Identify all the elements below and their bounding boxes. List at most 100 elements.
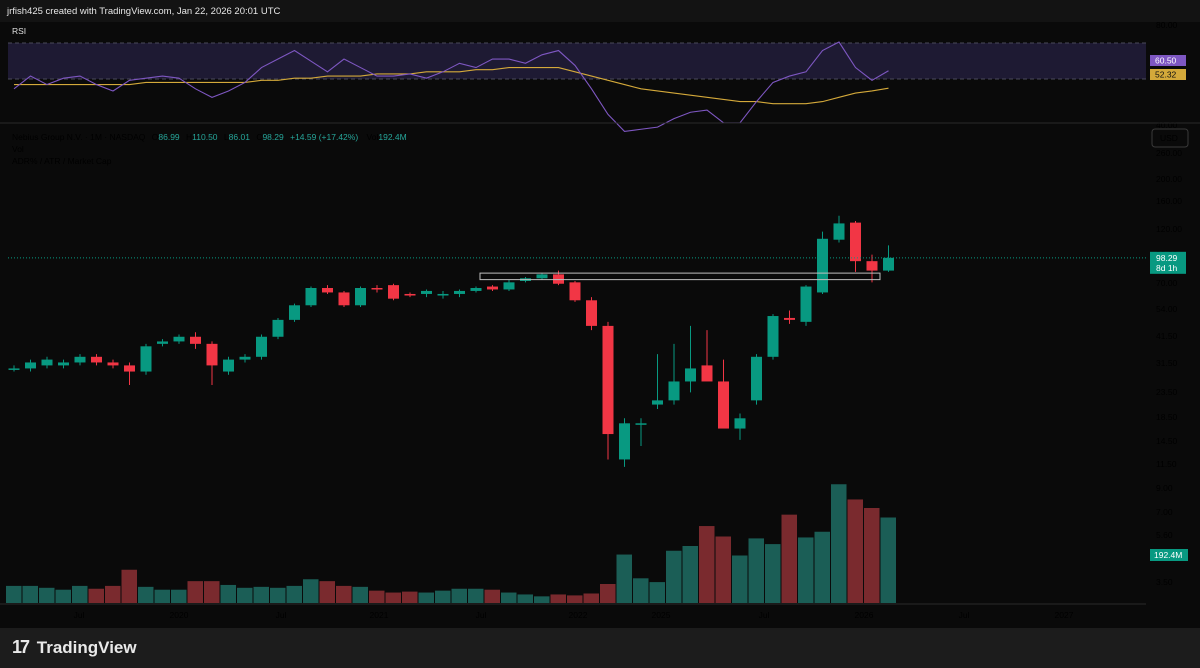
candle-body[interactable] (751, 356, 762, 401)
candle-body[interactable] (734, 418, 746, 429)
volume-bar (336, 585, 352, 603)
volume-bar (220, 584, 236, 603)
legend-vol: Vol (12, 144, 24, 154)
footer: 17 TradingView (0, 628, 1200, 668)
price-tick: 11.50 (1156, 459, 1177, 469)
rsi-band (8, 43, 1146, 79)
candle-body[interactable] (470, 287, 482, 291)
candle-body[interactable] (602, 325, 614, 435)
candle-body[interactable] (619, 423, 630, 460)
volume-bar (550, 594, 566, 603)
volume-bar (501, 592, 517, 603)
rsi-value-badge (1150, 55, 1186, 66)
candle-body[interactable] (371, 287, 383, 290)
candle-body[interactable] (421, 290, 432, 294)
currency-button[interactable] (1151, 128, 1189, 148)
candle-body[interactable] (701, 365, 713, 382)
legend-adr: ADR% / ATR / Market Cap (12, 156, 112, 166)
candle-body[interactable] (652, 400, 663, 405)
close-value: 98.29 (262, 132, 284, 142)
time-tick: Jul (959, 610, 970, 620)
candle-body[interactable] (454, 290, 465, 294)
volume-bar (171, 589, 187, 603)
high-label: H (186, 132, 192, 142)
candle-body[interactable] (800, 286, 812, 322)
candle-body[interactable] (223, 359, 234, 372)
time-tick: 2021 (370, 610, 389, 620)
candle-body[interactable] (140, 346, 152, 372)
volume-bar (286, 585, 302, 603)
rsi-panel: RSI 80.00 40.00 60.50 52.32 (8, 20, 1186, 132)
candle-body[interactable] (58, 362, 69, 366)
volume-bar (187, 581, 203, 603)
volume-bar (237, 587, 253, 603)
volume-bar (55, 589, 71, 603)
candle-body[interactable] (173, 336, 185, 342)
price-tick: 200.00 (1156, 174, 1182, 184)
candle-body[interactable] (256, 336, 267, 357)
volume-bar (831, 484, 847, 603)
attribution-bar: jrfish425 created with TradingView.com, … (0, 0, 1200, 22)
candle-body[interactable] (718, 381, 729, 429)
volume-bar (748, 538, 764, 603)
time-tick: 2022 (569, 610, 588, 620)
candle-body[interactable] (553, 274, 564, 284)
time-tick: 2027 (1055, 610, 1074, 620)
candle-body[interactable] (305, 287, 317, 306)
volume-bar (567, 595, 583, 603)
low-label: L (224, 132, 229, 142)
candle-body[interactable] (635, 423, 647, 425)
currency-label: USD (1160, 133, 1178, 143)
candle-body[interactable] (355, 287, 366, 306)
candle-body[interactable] (124, 365, 135, 372)
time-axis[interactable]: Jul 2020 Jul 2021 Jul 2022 2025 Jul 2026 Jul 2027 (74, 610, 1074, 620)
candle-body[interactable] (41, 359, 53, 366)
candle-body[interactable] (25, 362, 36, 369)
chart-area[interactable]: RSI 80.00 40.00 60.50 52.32 Nebius Group… (0, 0, 1200, 628)
candle-body[interactable] (784, 317, 795, 320)
candle-body[interactable] (487, 286, 498, 290)
volume-badge (1150, 549, 1188, 561)
price-axis[interactable]: 260.00200.00160.00120.0090.0070.0054.004… (1156, 148, 1182, 587)
price-tick: 9.00 (1156, 483, 1173, 493)
candle-body[interactable] (536, 274, 548, 279)
candle-body[interactable] (685, 368, 696, 382)
attribution-text: jrfish425 created with TradingView.com, … (7, 6, 281, 17)
candle-body[interactable] (206, 343, 218, 366)
candle-body[interactable] (817, 238, 828, 293)
candle-body[interactable] (404, 293, 416, 296)
candle-body[interactable] (157, 341, 168, 344)
volume-bar (798, 537, 814, 603)
candle-body[interactable] (272, 319, 284, 337)
volume-bar (303, 579, 319, 603)
candle-body[interactable] (668, 381, 680, 401)
candle-body[interactable] (91, 356, 102, 363)
candle-body[interactable] (190, 336, 201, 344)
candle-body[interactable] (503, 282, 515, 290)
candle-body[interactable] (850, 222, 861, 262)
candle-body[interactable] (569, 282, 581, 301)
candle-body[interactable] (74, 356, 86, 363)
tradingview-brand[interactable]: 17 TradingView (12, 637, 137, 658)
candle-body[interactable] (322, 287, 333, 293)
candle-body[interactable] (107, 362, 119, 366)
candle-body[interactable] (388, 285, 399, 299)
time-tick: Jul (476, 610, 487, 620)
candle-body[interactable] (8, 368, 20, 370)
volume-bar (880, 517, 896, 603)
candle-body[interactable] (833, 223, 845, 240)
candle-body[interactable] (239, 356, 251, 360)
price-tick: 7.00 (1156, 507, 1173, 517)
price-tick: 54.00 (1156, 304, 1178, 314)
candle-body[interactable] (338, 292, 350, 306)
candle-body[interactable] (883, 257, 894, 271)
candle-body[interactable] (289, 305, 300, 320)
resistance-zone[interactable] (479, 272, 881, 281)
candle-body[interactable] (767, 316, 779, 357)
candles (8, 215, 894, 467)
candle-body[interactable] (866, 261, 878, 271)
candle-body[interactable] (586, 300, 597, 326)
vol-label: Vol (367, 132, 379, 142)
price-tick: 120.00 (1156, 224, 1182, 234)
candle-body[interactable] (437, 293, 449, 296)
